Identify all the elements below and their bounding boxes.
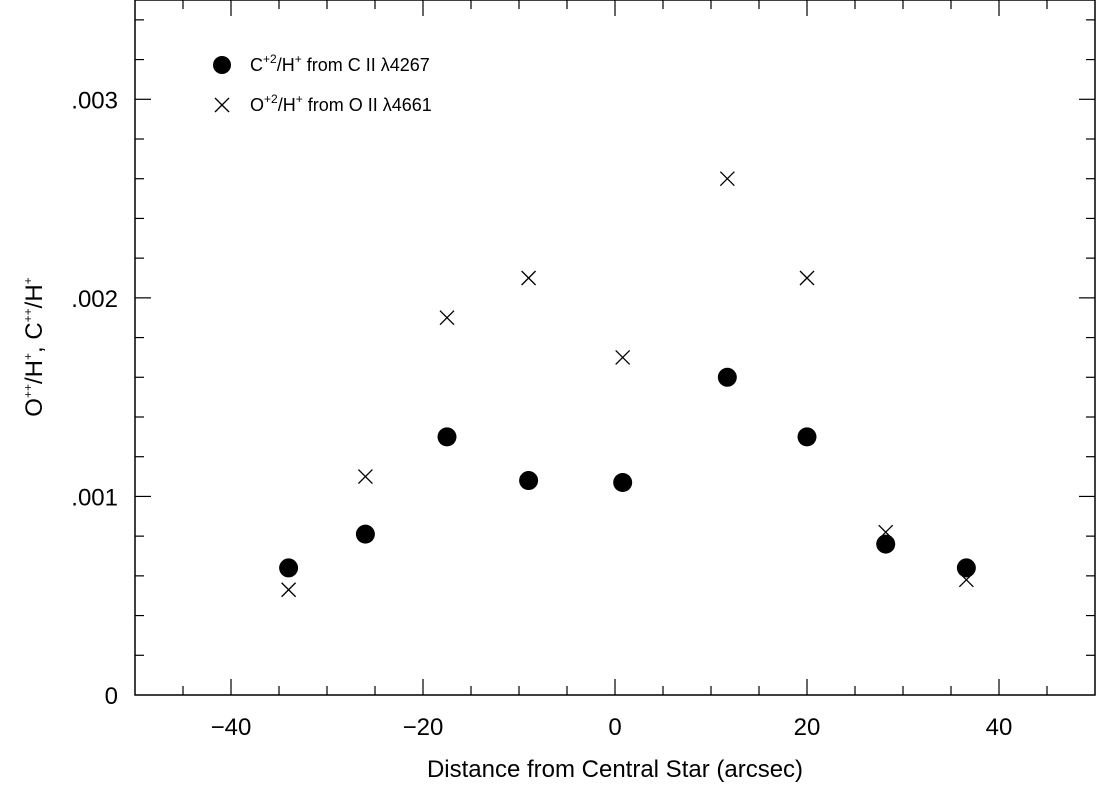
point-carbon-8 — [956, 558, 976, 578]
legend-label-oxygen: O+2/H+ from O II λ4661 — [250, 92, 432, 115]
point-oxygen-4 — [615, 349, 631, 365]
tick-labels: −40 −20 0 20 40 0 .001 .002 .003 — [71, 87, 1012, 741]
y-tick-label: .002 — [71, 286, 118, 313]
point-carbon-6 — [797, 427, 817, 447]
point-carbon-5 — [717, 367, 737, 387]
point-oxygen-1 — [357, 469, 373, 485]
point-carbon-1 — [355, 524, 375, 544]
x-tick-label: −40 — [211, 714, 252, 741]
point-oxygen-8 — [958, 572, 974, 588]
x-tick-label: 40 — [986, 714, 1013, 741]
point-carbon-2 — [437, 427, 457, 447]
point-oxygen-6 — [799, 270, 815, 286]
point-oxygen-7 — [878, 524, 894, 540]
axis-ticks — [135, 0, 1095, 695]
point-carbon-4 — [613, 473, 633, 493]
y-tick-label: 0 — [105, 683, 118, 710]
point-oxygen-5 — [719, 171, 735, 187]
legend: C+2/H+ from C II λ4267 O+2/H+ from O II … — [213, 52, 432, 115]
point-oxygen-0 — [281, 582, 297, 598]
y-tick-label: .003 — [71, 87, 118, 114]
legend-marker-circle — [213, 56, 231, 74]
point-oxygen-2 — [439, 310, 455, 326]
legend-label-carbon: C+2/H+ from C II λ4267 — [250, 52, 430, 75]
data-points — [279, 171, 976, 598]
point-carbon-3 — [519, 471, 539, 491]
legend-marker-x — [214, 97, 230, 113]
point-carbon-0 — [279, 558, 299, 578]
y-axis-title: O++/H+, C++/H+ — [21, 277, 48, 416]
x-tick-label: 0 — [608, 714, 621, 741]
x-tick-label: −20 — [403, 714, 444, 741]
x-axis-title: Distance from Central Star (arcsec) — [427, 756, 803, 783]
y-tick-label: .001 — [71, 484, 118, 511]
x-tick-label: 20 — [794, 714, 821, 741]
point-carbon-7 — [876, 534, 896, 554]
point-oxygen-3 — [521, 270, 537, 286]
